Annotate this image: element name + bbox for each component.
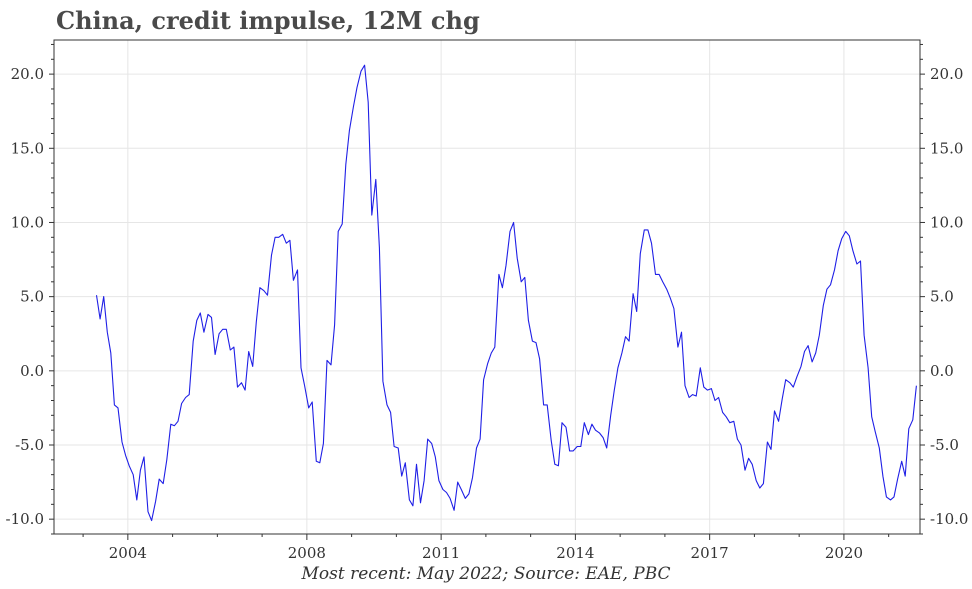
grid-lines [54, 40, 920, 534]
x-tick-label: 2017 [691, 544, 729, 562]
y-tick-label-right: 20.0 [930, 65, 963, 83]
y-tick-label-left: 5.0 [20, 288, 44, 306]
source-caption: Most recent: May 2022; Source: EAE, PBC [301, 564, 671, 584]
y-tick-label-left: 0.0 [20, 362, 44, 380]
x-tick-label: 2008 [288, 544, 326, 562]
y-tick-label-left: 10.0 [11, 213, 44, 231]
y-tick-label-left: 20.0 [11, 65, 44, 83]
plot-area-frame [53, 39, 921, 535]
y-tick-label-right: 15.0 [930, 139, 963, 157]
y-tick-label-right: 5.0 [930, 288, 954, 306]
x-tick-label: 2020 [825, 544, 863, 562]
y-tick-label-right: 10.0 [930, 213, 963, 231]
y-tick-label-left: 15.0 [11, 139, 44, 157]
series-line-credit-impulse [95, 64, 917, 522]
chart-title: China, credit impulse, 12M chg [56, 6, 480, 35]
y-axis-right: -10.0 -5.0 0.0 5.0 10.0 15.0 20.0 [920, 43, 968, 535]
series-layer [95, 64, 917, 522]
y-tick-label-left: -10.0 [6, 510, 44, 528]
x-tick-label: 2011 [422, 544, 460, 562]
y-tick-label-right: -10.0 [930, 510, 968, 528]
x-axis: 2004 2008 2011 2014 2017 2020 [82, 534, 890, 562]
y-tick-label-right: -5.0 [930, 436, 959, 454]
x-tick-label: 2004 [109, 544, 147, 562]
y-tick-label-right: 0.0 [930, 362, 954, 380]
y-axis-left: -10.0 -5.0 0.0 5.0 10.0 15.0 20.0 [6, 43, 54, 535]
y-tick-label-left: -5.0 [15, 436, 44, 454]
x-tick-label: 2014 [556, 544, 594, 562]
